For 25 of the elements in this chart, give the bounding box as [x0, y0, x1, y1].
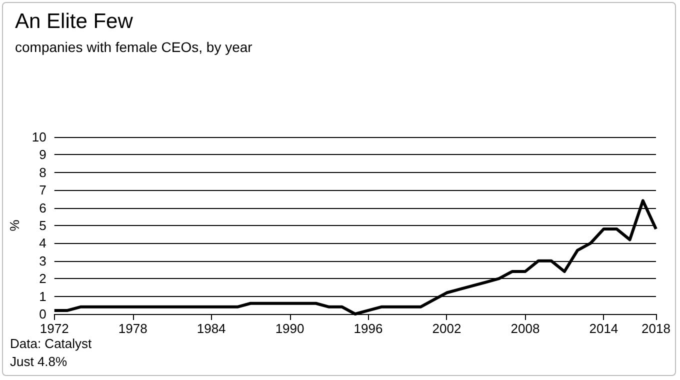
y-tick-label: 4: [39, 236, 46, 251]
text: Data: Catalyst: [10, 336, 92, 351]
y-tick-label: 1: [39, 288, 46, 304]
y-tick-label: 3: [39, 253, 46, 268]
y-tick-label: 9: [39, 147, 46, 162]
x-tick-label: 1996: [354, 321, 383, 336]
y-tick-label: 7: [39, 182, 46, 198]
x-tick-label: 1990: [275, 321, 304, 336]
y-tick-label: 2: [39, 271, 46, 286]
x-tick-label: 2018: [642, 321, 670, 336]
text: Just 4.8%: [10, 354, 68, 369]
x-tick-label: 1978: [118, 321, 148, 336]
x-tick-label: 2008: [510, 321, 540, 336]
chart-subtitle: companies with female CEOs, by year: [15, 39, 253, 55]
y-tick-label: 0: [39, 306, 46, 322]
x-tick-label: 1984: [196, 321, 226, 336]
chart-title: An Elite Few: [15, 10, 134, 33]
y-tick-label: 8: [39, 164, 46, 180]
x-tick-label: 2014: [589, 321, 618, 336]
y-tick-label: 5: [39, 218, 46, 233]
y-tick-label: 6: [39, 200, 46, 216]
x-tick-label: 1972: [40, 321, 69, 336]
y-axis-title: %: [7, 219, 22, 232]
y-tick-label: 10: [32, 130, 46, 144]
x-tick-label: 2002: [432, 321, 462, 336]
